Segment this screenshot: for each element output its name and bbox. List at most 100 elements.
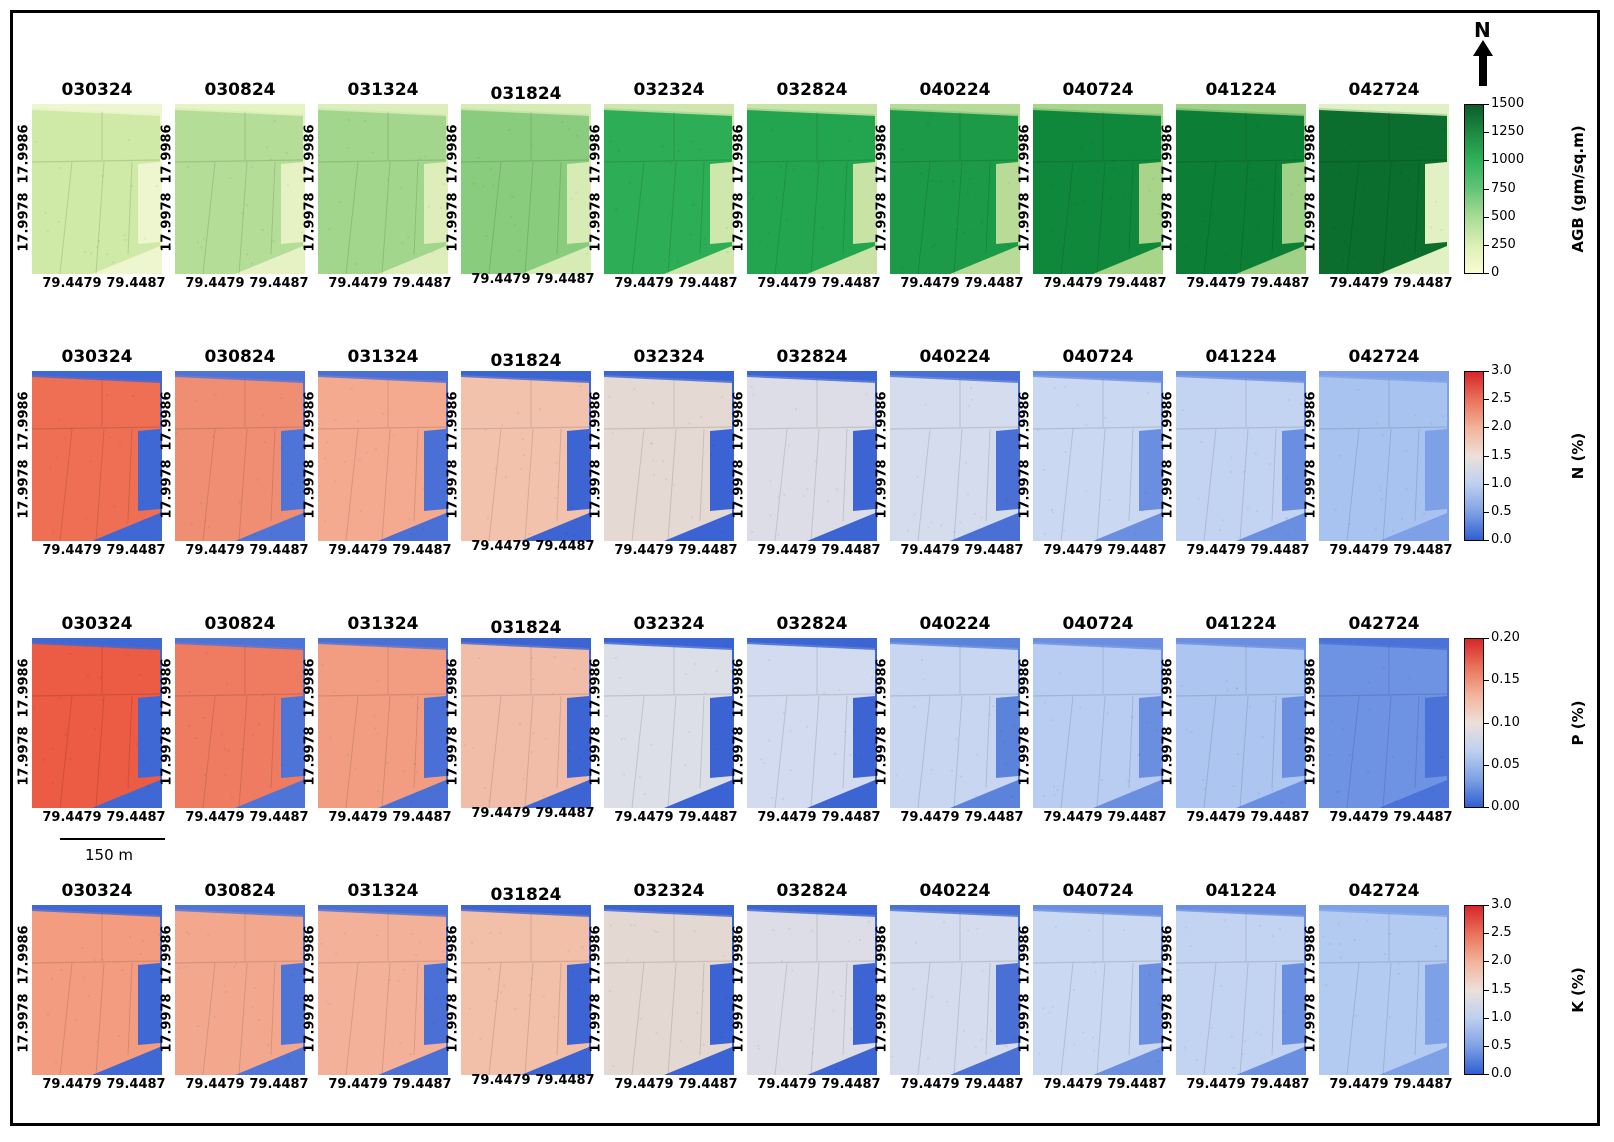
y-tick-label: 17.9978 bbox=[1160, 192, 1176, 252]
x-tick-label: 79.4479 bbox=[1329, 543, 1389, 558]
y-tick-label: 17.9986 bbox=[159, 391, 175, 451]
map-panel-agb-042724 bbox=[1319, 104, 1449, 274]
y-tick-label: 17.9986 bbox=[16, 124, 32, 184]
colorbar-n bbox=[1464, 371, 1484, 541]
x-tick-label: 79.4479 bbox=[471, 806, 531, 821]
x-tick-label: 79.4479 bbox=[1186, 276, 1246, 291]
y-tick-label: 17.9978 bbox=[1017, 993, 1033, 1053]
panel-title: 040224 bbox=[919, 881, 991, 901]
colorbar-tick-label: 1.5 bbox=[1491, 981, 1512, 997]
y-tick-label: 17.9986 bbox=[588, 124, 604, 184]
y-tick-label: 17.9986 bbox=[445, 658, 461, 718]
panel-title: 032824 bbox=[776, 347, 848, 367]
map-panel-p-031824 bbox=[461, 638, 591, 808]
panel-title: 031824 bbox=[490, 885, 562, 905]
x-tick-label: 79.4487 bbox=[964, 1077, 1024, 1092]
x-tick-label: 79.4487 bbox=[535, 539, 595, 554]
map-panel-p-040224 bbox=[890, 638, 1020, 808]
map-panel-agb-032824 bbox=[747, 104, 877, 274]
x-tick-label: 79.4479 bbox=[42, 1077, 102, 1092]
y-tick-label: 17.9978 bbox=[159, 192, 175, 252]
y-tick-label: 17.9978 bbox=[1160, 993, 1176, 1053]
north-label: N bbox=[1474, 18, 1491, 42]
y-tick-label: 17.9986 bbox=[16, 391, 32, 451]
map-panel-p-030324 bbox=[32, 638, 162, 808]
x-tick-label: 79.4479 bbox=[1329, 276, 1389, 291]
panel-title: 040724 bbox=[1062, 881, 1134, 901]
x-tick-label: 79.4487 bbox=[249, 810, 309, 825]
x-tick-label: 79.4487 bbox=[678, 1077, 738, 1092]
colorbar-tick-mark bbox=[1484, 1045, 1489, 1047]
x-tick-label: 79.4487 bbox=[964, 276, 1024, 291]
panel-title: 041224 bbox=[1205, 881, 1277, 901]
y-tick-label: 17.9986 bbox=[874, 658, 890, 718]
colorbar-tick-mark bbox=[1484, 905, 1489, 906]
colorbar-tick-label: 1000 bbox=[1491, 152, 1525, 168]
scale-bar bbox=[60, 838, 165, 840]
colorbar-tick-label: 0.5 bbox=[1491, 503, 1512, 519]
y-tick-label: 17.9986 bbox=[731, 124, 747, 184]
x-tick-label: 79.4479 bbox=[42, 276, 102, 291]
colorbar-tick-label: 0 bbox=[1491, 265, 1500, 280]
map-panel-n-040224 bbox=[890, 371, 1020, 541]
colorbar-tick-mark bbox=[1484, 807, 1489, 808]
colorbar-tick-label: 3.0 bbox=[1491, 897, 1512, 912]
y-tick-label: 17.9978 bbox=[731, 726, 747, 786]
x-tick-label: 79.4487 bbox=[535, 1073, 595, 1088]
y-tick-label: 17.9986 bbox=[1160, 925, 1176, 985]
panel-title: 032324 bbox=[633, 347, 705, 367]
y-tick-label: 17.9986 bbox=[1160, 658, 1176, 718]
panel-title: 040724 bbox=[1062, 347, 1134, 367]
map-panel-agb-040224 bbox=[890, 104, 1020, 274]
panel-title: 042724 bbox=[1348, 614, 1420, 634]
y-tick-label: 17.9978 bbox=[1017, 726, 1033, 786]
y-tick-label: 17.9978 bbox=[874, 993, 890, 1053]
colorbar-tick-mark bbox=[1484, 540, 1489, 541]
y-tick-label: 17.9986 bbox=[1017, 925, 1033, 985]
y-tick-label: 17.9986 bbox=[1303, 658, 1319, 718]
x-tick-label: 79.4487 bbox=[678, 810, 738, 825]
figure-frame bbox=[10, 10, 1600, 1126]
map-panel-n-032824 bbox=[747, 371, 877, 541]
y-tick-label: 17.9986 bbox=[731, 391, 747, 451]
x-tick-label: 79.4479 bbox=[471, 272, 531, 287]
panel-title: 030824 bbox=[204, 80, 276, 100]
colorbar-tick-mark bbox=[1484, 216, 1489, 218]
x-tick-label: 79.4487 bbox=[392, 543, 452, 558]
y-tick-label: 17.9978 bbox=[302, 993, 318, 1053]
y-tick-label: 17.9978 bbox=[1303, 192, 1319, 252]
y-tick-label: 17.9978 bbox=[588, 192, 604, 252]
colorbar-tick-label: 1250 bbox=[1491, 124, 1525, 140]
colorbar-tick-mark bbox=[1484, 961, 1489, 963]
y-tick-label: 17.9978 bbox=[874, 726, 890, 786]
colorbar-tick-mark bbox=[1484, 933, 1489, 935]
panel-title: 030824 bbox=[204, 881, 276, 901]
x-tick-label: 79.4487 bbox=[535, 272, 595, 287]
map-panel-n-031324 bbox=[318, 371, 448, 541]
y-tick-label: 17.9978 bbox=[874, 192, 890, 252]
colorbar-tick-mark bbox=[1484, 989, 1489, 991]
x-tick-label: 79.4487 bbox=[249, 276, 309, 291]
x-tick-label: 79.4487 bbox=[1393, 276, 1453, 291]
y-tick-label: 17.9978 bbox=[159, 459, 175, 519]
y-tick-label: 17.9978 bbox=[445, 192, 461, 252]
x-tick-label: 79.4479 bbox=[1186, 810, 1246, 825]
colorbar-tick-mark bbox=[1484, 1074, 1489, 1075]
map-panel-agb-041224 bbox=[1176, 104, 1306, 274]
x-tick-label: 79.4487 bbox=[392, 1077, 452, 1092]
panel-title: 040224 bbox=[919, 347, 991, 367]
map-panel-k-032824 bbox=[747, 905, 877, 1075]
x-tick-label: 79.4487 bbox=[1107, 1077, 1167, 1092]
y-tick-label: 17.9986 bbox=[1017, 124, 1033, 184]
y-tick-label: 17.9978 bbox=[16, 726, 32, 786]
y-tick-label: 17.9986 bbox=[588, 391, 604, 451]
x-tick-label: 79.4479 bbox=[757, 543, 817, 558]
colorbar-tick-label: 2.5 bbox=[1491, 391, 1512, 407]
map-panel-p-040724 bbox=[1033, 638, 1163, 808]
map-panel-n-031824 bbox=[461, 371, 591, 541]
x-tick-label: 79.4479 bbox=[614, 810, 674, 825]
x-tick-label: 79.4479 bbox=[328, 810, 388, 825]
x-tick-label: 79.4487 bbox=[964, 810, 1024, 825]
y-tick-label: 17.9978 bbox=[588, 726, 604, 786]
colorbar-agb bbox=[1464, 104, 1484, 274]
